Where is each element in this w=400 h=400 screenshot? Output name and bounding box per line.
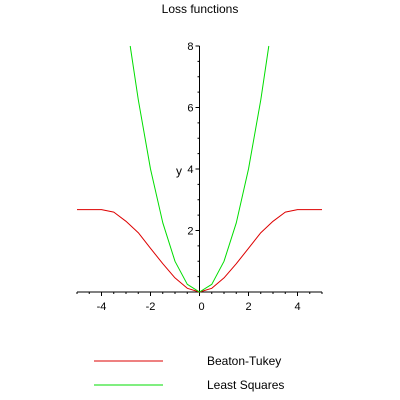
legend: Beaton-Tukey Least Squares [94,354,284,392]
series-line-least-squares [129,45,270,293]
y-axis-label: y [176,164,182,178]
y-tick-label: 8 [187,41,193,53]
x-tick-label: 2 [245,301,251,313]
x-tick-label: 0 [198,301,204,313]
x-tick-label: 4 [294,301,300,313]
axes: -4 -2 2 4 0 2 4 6 8 [76,41,323,313]
legend-label: Least Squares [207,378,284,392]
y-tick-label: 4 [187,164,193,176]
legend-label: Beaton-Tukey [207,354,281,368]
x-tick-label: -2 [146,301,156,313]
x-tick-label: -4 [97,301,107,313]
chart-title: Loss functions [162,2,239,16]
series-lines [77,45,322,293]
y-tick-label: 6 [187,103,193,115]
y-tick-label: 2 [187,226,193,238]
